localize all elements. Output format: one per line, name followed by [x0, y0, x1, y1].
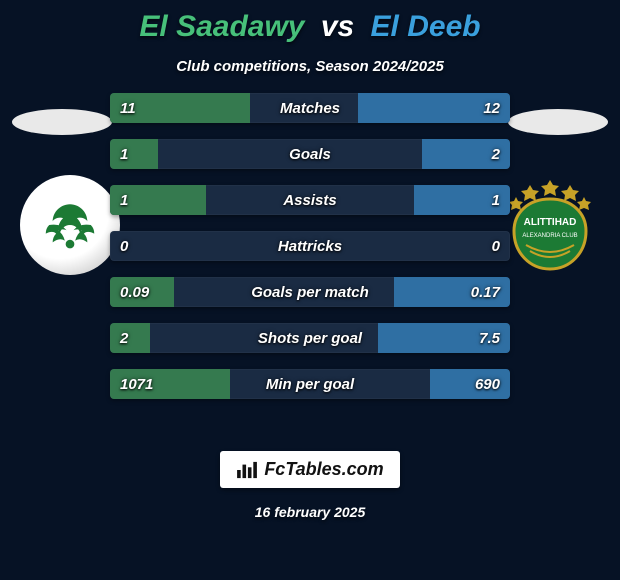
club-2-logo: ALITTIHAD ALEXANDRIA CLUB	[500, 175, 600, 275]
player-2-plate	[508, 109, 608, 135]
stat-bar-right	[358, 93, 510, 123]
date-label: 16 february 2025	[255, 504, 366, 520]
stat-value-left: 0	[120, 231, 128, 261]
stat-row: Shots per goal27.5	[110, 323, 510, 353]
stat-row: Goals12	[110, 139, 510, 169]
stat-bar-right	[378, 323, 510, 353]
vs-label: vs	[321, 10, 354, 43]
stat-bar-left	[110, 277, 174, 307]
stat-bar-left	[110, 185, 206, 215]
player-2-name: El Deeb	[371, 10, 481, 43]
eagle-icon	[36, 191, 104, 259]
svg-text:ALITTIHAD: ALITTIHAD	[524, 217, 577, 228]
stat-row: Goals per match0.090.17	[110, 277, 510, 307]
stat-bar-left	[110, 139, 158, 169]
comparison-stage: ALITTIHAD ALEXANDRIA CLUB Matches1112 Goa…	[0, 93, 620, 453]
stat-label: Hattricks	[110, 231, 510, 261]
stat-bar-left	[110, 323, 150, 353]
bar-chart-icon	[236, 461, 258, 479]
footer: FcTables.com 16 february 2025	[0, 451, 620, 520]
stat-bar-right	[430, 369, 510, 399]
player-1-name: El Saadawy	[139, 10, 304, 43]
stat-value-right: 0	[492, 231, 500, 261]
stat-row: Hattricks0 0	[110, 231, 510, 261]
comparison-title: El Saadawy vs El Deeb	[0, 0, 620, 44]
subtitle: Club competitions, Season 2024/2025	[0, 58, 620, 75]
watermark-badge: FcTables.com	[220, 451, 399, 488]
svg-text:ALEXANDRIA CLUB: ALEXANDRIA CLUB	[522, 233, 577, 239]
stat-bar-left	[110, 93, 250, 123]
stat-row: Assists11	[110, 185, 510, 215]
watermark-text: FcTables.com	[264, 459, 383, 480]
player-1-plate	[12, 109, 112, 135]
stat-bar-left	[110, 369, 230, 399]
stat-row: Min per goal1071690	[110, 369, 510, 399]
stat-rows: Matches1112 Goals12 Assists11 Hattricks0 0 Go…	[110, 93, 510, 415]
stat-bar-right	[394, 277, 510, 307]
stat-bar-right	[422, 139, 510, 169]
stat-row: Matches1112	[110, 93, 510, 123]
club-1-logo	[20, 175, 120, 275]
stat-bar-right	[414, 185, 510, 215]
